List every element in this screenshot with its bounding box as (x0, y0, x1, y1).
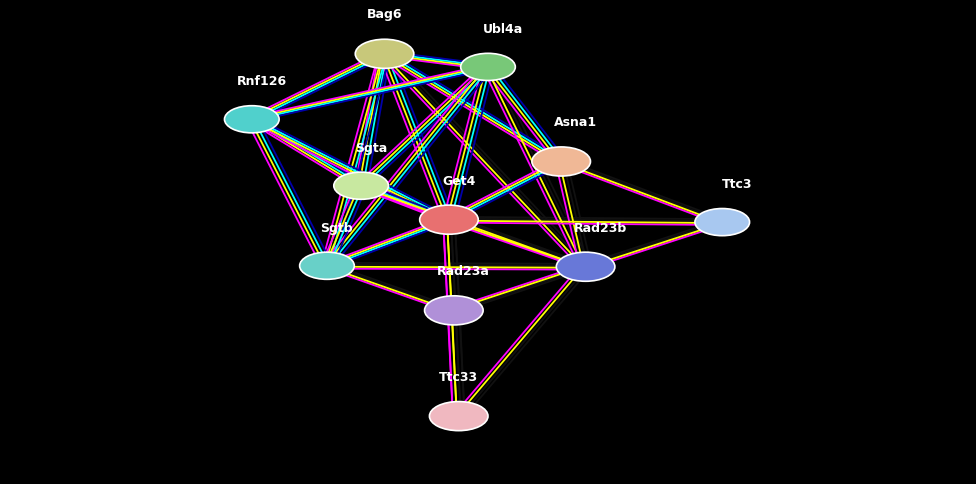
Text: Rad23b: Rad23b (574, 221, 627, 234)
Circle shape (695, 209, 750, 236)
Circle shape (532, 148, 590, 177)
Circle shape (355, 40, 414, 69)
Text: Ttc33: Ttc33 (439, 370, 478, 383)
Text: Sgta: Sgta (354, 141, 387, 154)
Circle shape (224, 106, 279, 134)
Circle shape (334, 173, 388, 200)
Text: Get4: Get4 (442, 174, 475, 187)
Text: Asna1: Asna1 (554, 116, 597, 129)
Circle shape (300, 253, 354, 280)
Circle shape (461, 54, 515, 81)
Circle shape (425, 296, 483, 325)
Text: Ubl4a: Ubl4a (482, 23, 523, 36)
Circle shape (420, 206, 478, 235)
Text: Sgtb: Sgtb (320, 221, 353, 234)
Text: Rad23a: Rad23a (437, 265, 490, 278)
Text: Ttc3: Ttc3 (721, 178, 752, 191)
Text: Bag6: Bag6 (367, 8, 402, 21)
Text: Rnf126: Rnf126 (236, 75, 287, 88)
Circle shape (429, 402, 488, 431)
Circle shape (556, 253, 615, 282)
